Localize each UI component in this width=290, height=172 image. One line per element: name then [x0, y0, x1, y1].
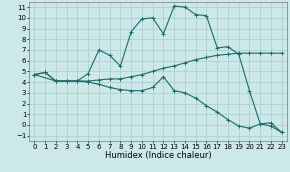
X-axis label: Humidex (Indice chaleur): Humidex (Indice chaleur) [105, 151, 211, 160]
